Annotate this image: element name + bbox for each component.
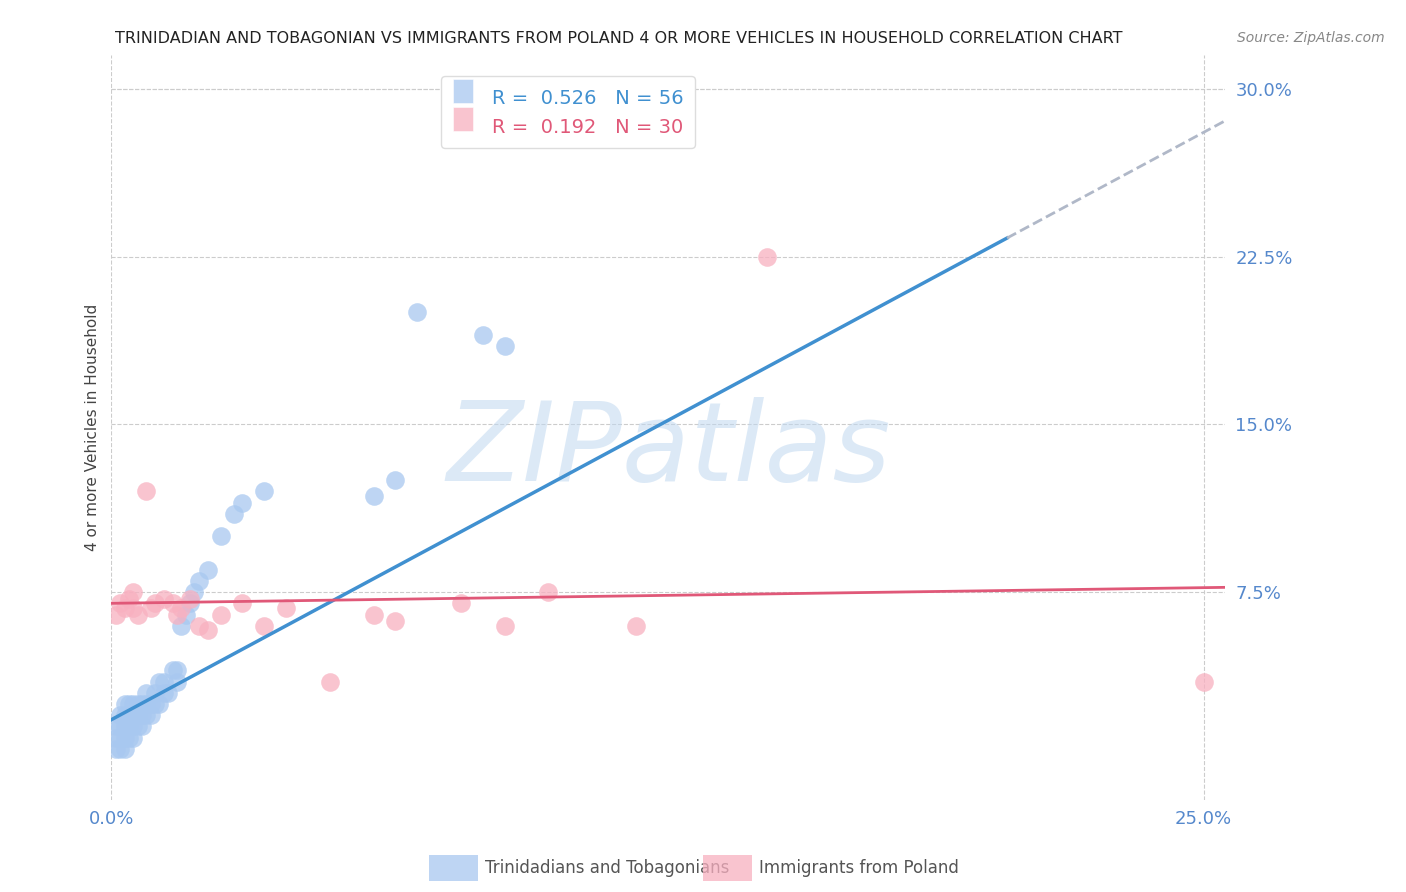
Point xyxy=(1192,674,1215,689)
Point xyxy=(131,708,153,723)
Point xyxy=(122,708,145,723)
Point xyxy=(222,507,245,521)
Point xyxy=(114,731,136,745)
Point xyxy=(135,686,157,700)
Point xyxy=(104,607,127,622)
Point xyxy=(139,600,162,615)
Point xyxy=(363,607,385,622)
Point xyxy=(157,686,180,700)
Point xyxy=(162,664,184,678)
Point xyxy=(231,495,253,509)
Point xyxy=(755,250,778,264)
Legend: R =  0.526   N = 56, R =  0.192   N = 30: R = 0.526 N = 56, R = 0.192 N = 30 xyxy=(441,76,695,148)
Point xyxy=(135,708,157,723)
Point xyxy=(114,708,136,723)
Point xyxy=(108,741,131,756)
Point xyxy=(153,674,176,689)
Point xyxy=(148,697,170,711)
Text: Source: ZipAtlas.com: Source: ZipAtlas.com xyxy=(1237,31,1385,45)
Point xyxy=(450,596,472,610)
Point xyxy=(624,618,647,632)
Point xyxy=(139,708,162,723)
Point xyxy=(122,600,145,615)
Point xyxy=(174,607,197,622)
Point xyxy=(122,719,145,733)
Point xyxy=(114,600,136,615)
Point xyxy=(384,614,406,628)
Point xyxy=(122,697,145,711)
Point xyxy=(114,697,136,711)
Point xyxy=(170,618,193,632)
Point xyxy=(253,484,276,499)
Point xyxy=(135,697,157,711)
Point xyxy=(127,719,149,733)
Text: Immigrants from Poland: Immigrants from Poland xyxy=(759,859,959,877)
Point xyxy=(162,596,184,610)
Point xyxy=(187,574,209,588)
Point xyxy=(131,719,153,733)
Point xyxy=(231,596,253,610)
Point xyxy=(135,484,157,499)
Point xyxy=(197,563,219,577)
Point xyxy=(209,529,232,543)
Point xyxy=(187,618,209,632)
Point xyxy=(363,489,385,503)
Point xyxy=(122,731,145,745)
Point xyxy=(319,674,342,689)
Point xyxy=(104,741,127,756)
Text: Trinidadians and Tobagonians: Trinidadians and Tobagonians xyxy=(485,859,730,877)
Point xyxy=(122,585,145,599)
Point xyxy=(494,339,516,353)
Text: ZIPatlas: ZIPatlas xyxy=(446,397,890,503)
Point xyxy=(139,697,162,711)
Point xyxy=(118,708,141,723)
Point xyxy=(104,719,127,733)
Point xyxy=(170,600,193,615)
Point xyxy=(108,719,131,733)
Point xyxy=(114,719,136,733)
Point xyxy=(118,697,141,711)
Point xyxy=(197,623,219,637)
Point xyxy=(471,327,494,342)
Point xyxy=(104,731,127,745)
Point xyxy=(108,708,131,723)
Point xyxy=(209,607,232,622)
Point xyxy=(253,618,276,632)
Point xyxy=(118,591,141,606)
Point xyxy=(179,596,201,610)
Point xyxy=(127,708,149,723)
Point xyxy=(143,596,166,610)
Point xyxy=(166,664,188,678)
Point xyxy=(148,674,170,689)
Point xyxy=(108,596,131,610)
Point xyxy=(406,305,429,319)
Point xyxy=(118,731,141,745)
Point xyxy=(166,607,188,622)
Point xyxy=(127,697,149,711)
Point xyxy=(537,585,560,599)
Y-axis label: 4 or more Vehicles in Household: 4 or more Vehicles in Household xyxy=(86,304,100,551)
Point xyxy=(143,686,166,700)
Text: TRINIDADIAN AND TOBAGONIAN VS IMMIGRANTS FROM POLAND 4 OR MORE VEHICLES IN HOUSE: TRINIDADIAN AND TOBAGONIAN VS IMMIGRANTS… xyxy=(115,31,1122,46)
Point xyxy=(153,591,176,606)
Point xyxy=(114,741,136,756)
Point xyxy=(108,731,131,745)
Point xyxy=(166,674,188,689)
Point xyxy=(384,473,406,487)
Point xyxy=(118,719,141,733)
Point xyxy=(127,607,149,622)
Point xyxy=(494,618,516,632)
Point xyxy=(179,591,201,606)
Point xyxy=(276,600,298,615)
Point xyxy=(183,585,205,599)
Point xyxy=(143,697,166,711)
Point xyxy=(131,697,153,711)
Point xyxy=(153,686,176,700)
